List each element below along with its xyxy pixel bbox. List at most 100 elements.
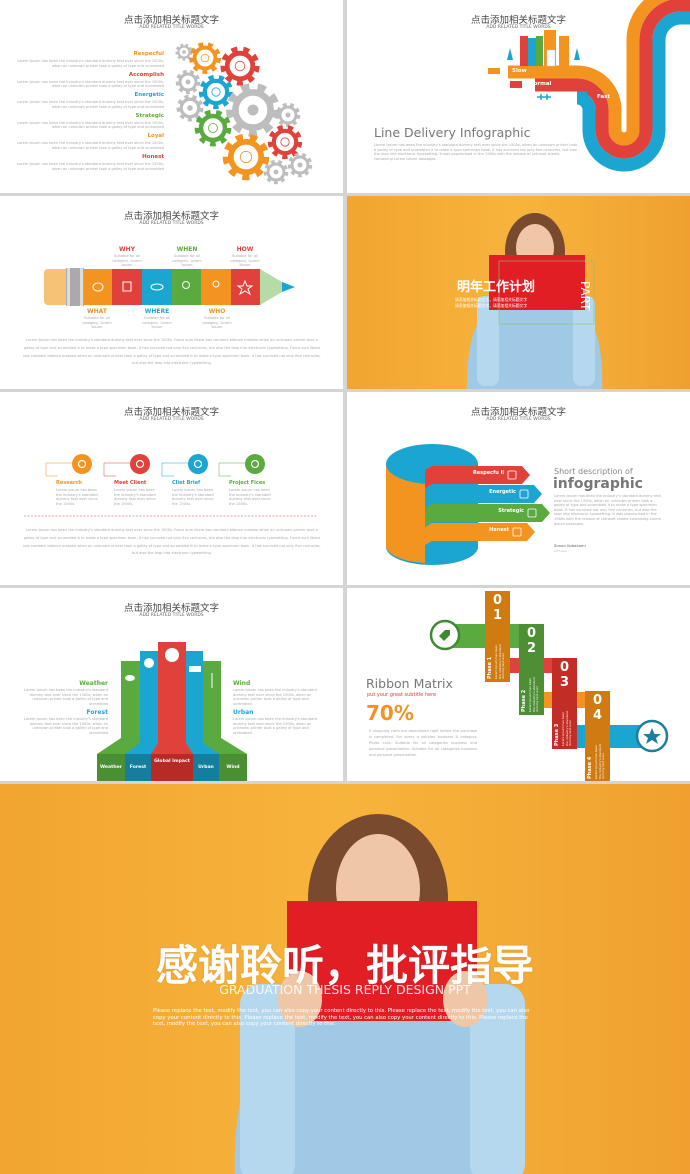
gears-graphic [175, 42, 313, 185]
base-label: Wind [226, 765, 240, 770]
woman-photo [466, 213, 603, 389]
question-label: HOW [236, 246, 254, 253]
location-pin-icon [182, 281, 190, 289]
gear-icon [187, 105, 193, 111]
bullet-item: 请添加相关标题文字，请添加相关标题文字 [455, 297, 528, 302]
base-label: Global Impact [154, 759, 190, 764]
phase-card: 02 Phase 2 Lorem Ipsum has been the indust… [519, 624, 544, 715]
slide-title: 点击添加相关标题文字 [123, 603, 219, 614]
value-label: Respecful [133, 51, 164, 57]
question-label: WHY [119, 246, 135, 253]
phase-label: Phase 3 [554, 723, 560, 746]
gear [198, 74, 234, 110]
connector-line [218, 462, 245, 477]
gear [194, 109, 232, 147]
phase-number: 04 [592, 693, 603, 723]
slide-cylinder[interactable]: 点击添加相关标题文字 ADD RELATED TITLE WORDS Respe… [347, 392, 690, 585]
arrow-label: Honest [489, 527, 509, 533]
phase-number: 02 [526, 626, 537, 656]
phase-card: 03 Phase 3 Lorem Ipsum has been the indust… [552, 658, 577, 749]
phase-text: Lorem Ipsum has been the industry's stan… [494, 644, 506, 679]
thanks-title: 感谢聆听，批评指导 [155, 941, 534, 990]
impact-columns [97, 642, 247, 781]
slide-subtitle: ADD RELATED TITLE WORDS [486, 25, 551, 30]
slide-part-cover[interactable]: 明年工作计划 PART 请添加相关标题文字，请添加相关标题文字 请添加相关标题文… [347, 196, 690, 389]
body-text: Lorem Ipsum has been the industry's stan… [374, 143, 578, 161]
question-caption: Suitable for all category, Lorem Ipsum [82, 316, 112, 330]
gear [275, 102, 301, 128]
phase-card: 01 Phase 1 Lorem Ipsum has been the indust… [485, 591, 510, 682]
slide-pencil[interactable]: 点击添加相关标题文字 ADD RELATED TITLE WORDS WHY Su… [0, 196, 343, 389]
thumbs-up-icon [250, 459, 260, 469]
truck-icon [510, 81, 522, 88]
connector-line [103, 462, 130, 477]
gear [176, 94, 204, 122]
desc-big: infographic [553, 476, 643, 492]
slide-thanks[interactable]: 感谢聆听，批评指导 GRADUATION THESIS REPLY DESIGN… [0, 784, 690, 1174]
pencil-graphic [44, 268, 295, 306]
globe-icon [165, 648, 179, 662]
gear [226, 83, 280, 137]
ship-icon [488, 68, 500, 74]
arrow-banner [425, 523, 535, 545]
base-label: Urban [198, 765, 214, 770]
slide-title: 点击添加相关标题文字 [123, 407, 219, 418]
megaphone-icon [280, 137, 290, 147]
question-label: WHEN [176, 246, 198, 253]
thumbs-up-icon [239, 150, 253, 164]
cylinder-graphic [386, 444, 550, 565]
arrow-icon [512, 527, 522, 537]
heading: Ribbon Matrix [366, 676, 453, 691]
cloud-rain-icon [125, 675, 135, 681]
gear [222, 133, 270, 181]
part-label: PART [578, 281, 592, 311]
tree-icon [144, 658, 154, 668]
eye-icon [150, 283, 164, 291]
phase-label: Phase 1 [487, 656, 493, 679]
value-description: Lorem Ipsum has been the industry's stan… [17, 100, 164, 109]
question-caption: Suitable for all category, Lorem Ipsum [230, 254, 260, 268]
author-name: Simon Kobakami [554, 543, 586, 548]
thanks-body: Please replace the text, modify the text… [153, 1008, 530, 1027]
base-label: Weather [100, 765, 122, 770]
body-text: If shopping carts are abandoned right be… [369, 729, 477, 757]
step-circle [130, 454, 150, 474]
gear-icon [297, 162, 303, 168]
base-label: Forest [129, 765, 147, 770]
arrow-icon [519, 489, 529, 499]
body-text: Lorem Ipsum has been the industry's stan… [23, 528, 321, 556]
question-caption: Suitable for all category, Lorem Ipsum [112, 254, 142, 268]
gear [263, 159, 289, 185]
slide-line-delivery[interactable]: 点击添加相关标题文字 ADD RELATED TITLE WORDS Slow … [347, 0, 690, 193]
value-description: Lorem Ipsum has been the industry's stan… [17, 141, 164, 150]
step-description: Lorem ipsum has been the industry's stan… [229, 488, 271, 506]
value-label: Loyal [147, 133, 164, 140]
step-description: Lorem ipsum has been the industry's stan… [56, 488, 98, 506]
impact-description: Lorem Ipsum has been the industry's stan… [24, 717, 108, 735]
value-description: Lorem Ipsum has been the industry's stan… [17, 162, 164, 171]
slide-title: 点击添加相关标题文字 [123, 211, 219, 222]
slide-gears[interactable]: 点击添加相关标题文字 ADD RELATED TITLE WORDS Respe… [0, 0, 343, 193]
arrow-banner [425, 485, 542, 507]
question-caption: Suitable for all category, Lorem Ipsum [142, 316, 172, 330]
speed-slow: Slow [512, 68, 527, 74]
phase-number: 01 [492, 593, 503, 623]
slide-process[interactable]: 点击添加相关标题文字 ADD RELATED TITLE WORDS Resea… [0, 392, 343, 585]
slide-title: 点击添加相关标题文字 [470, 407, 566, 418]
arrow-label: Strategic [498, 508, 524, 514]
step-label: Research [56, 480, 82, 486]
impact-description: Lorem Ipsum has been the industry's stan… [24, 688, 108, 706]
users-icon [135, 459, 145, 469]
phase-text: Lorem Ipsum has been the industry's stan… [561, 711, 573, 746]
arrow-banner [425, 504, 550, 526]
slide-title: 点击添加相关标题文字 [470, 15, 566, 26]
gear [220, 46, 260, 86]
desc-small: Short description of [554, 467, 633, 476]
heading: Line Delivery Infographic [374, 125, 531, 140]
slide-ribbon-matrix[interactable]: 01 Phase 1 Lorem Ipsum has been the indust… [347, 588, 690, 781]
impact-label: Urban [233, 709, 254, 716]
arrow-label: Energetic [489, 489, 516, 495]
slide-global-impact[interactable]: 点击添加相关标题文字 ADD RELATED TITLE WORDS Weath… [0, 588, 343, 781]
woman-photo [234, 814, 525, 1174]
phase-text: Lorem Ipsum has been the industry's stan… [528, 677, 540, 712]
